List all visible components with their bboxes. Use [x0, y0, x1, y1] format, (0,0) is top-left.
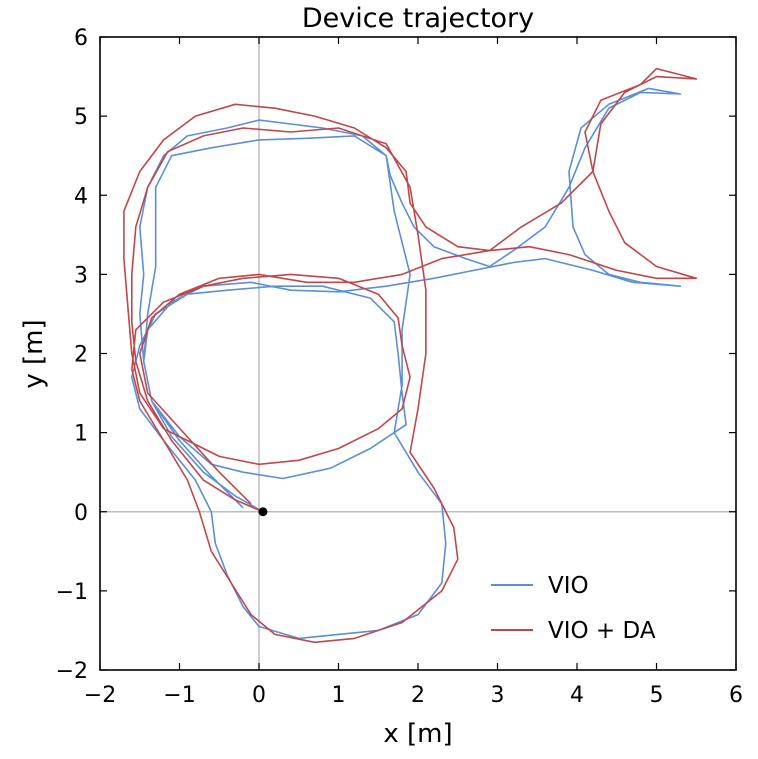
- x-tick-label: 6: [729, 683, 743, 708]
- y-tick-label: 3: [74, 263, 88, 288]
- y-tick-label: 2: [74, 343, 88, 368]
- reference-lines: [100, 37, 736, 670]
- x-tick-label: 4: [570, 683, 584, 708]
- x-tick-label: 5: [650, 683, 664, 708]
- series-layer: [123, 67, 698, 644]
- x-tick-label: −1: [163, 683, 195, 708]
- y-tick-label: 5: [74, 105, 88, 130]
- y-tick-label: −1: [56, 580, 88, 605]
- plot-frame: [99, 36, 737, 671]
- legend: VIO VIO + DA: [491, 573, 656, 644]
- y-tick-label: 1: [74, 422, 88, 447]
- ticks-layer: −2 −1 0 1 2 3 4 5 6 −2 −1 0 1 2 3 4 5 6: [56, 26, 743, 708]
- x-tick-label: 2: [411, 683, 425, 708]
- x-tick-label: −2: [84, 683, 116, 708]
- x-tick-label: 3: [491, 683, 505, 708]
- x-tick-label: 0: [252, 683, 266, 708]
- legend-label-vio: VIO: [548, 573, 589, 599]
- y-tick-label: 4: [74, 184, 88, 209]
- x-axis-title: x [m]: [383, 719, 452, 749]
- series-line-1: [123, 67, 698, 644]
- start-marker: [258, 507, 268, 517]
- y-tick-label: 0: [74, 501, 88, 526]
- legend-label-vio-da: VIO + DA: [548, 618, 656, 644]
- chart-title: Device trajectory: [302, 3, 534, 34]
- y-tick-label: −2: [56, 659, 88, 684]
- y-tick-label: 6: [74, 26, 88, 51]
- y-axis-title: y [m]: [19, 319, 49, 388]
- x-tick-label: 1: [332, 683, 346, 708]
